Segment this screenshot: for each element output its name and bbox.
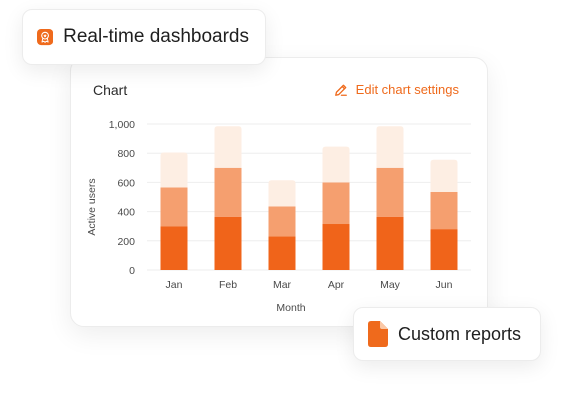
bar-segment (322, 182, 350, 225)
bar-segment (376, 167, 404, 217)
award-ribbon-icon (37, 28, 54, 46)
card-title: Chart (93, 82, 128, 98)
custom-reports-badge: Custom reports (353, 307, 541, 361)
x-tick-label: Apr (328, 279, 345, 291)
y-tick-label: 400 (117, 207, 135, 219)
bar-segment (268, 206, 296, 237)
x-tick-label: May (380, 279, 401, 291)
x-axis-title: Month (276, 302, 305, 314)
y-tick-label: 600 (117, 177, 135, 189)
pencil-icon (334, 84, 347, 96)
document-icon (368, 321, 388, 347)
x-tick-label: Jun (436, 279, 453, 291)
y-tick-label: 800 (117, 148, 135, 160)
y-axis-title: Active users (86, 178, 98, 235)
bar-segment (268, 180, 296, 207)
y-tick-label: 1,000 (109, 119, 135, 131)
bar-segment (214, 167, 242, 217)
bar-segment (322, 224, 350, 270)
realtime-dashboards-badge: Real-time dashboards (22, 9, 266, 65)
custom-reports-label: Custom reports (398, 323, 522, 344)
bar-segment (376, 126, 404, 168)
bar-segment (160, 226, 188, 270)
x-tick-label: Jan (166, 279, 183, 291)
chart-card: Chart Edit chart settings 0 200 400 600 800 1… (70, 57, 488, 327)
bar-segment (160, 152, 188, 188)
bar-segment (160, 187, 188, 227)
realtime-dashboards-label: Real-time dashboards (63, 26, 249, 47)
y-tick-label: 0 (129, 265, 135, 277)
edit-chart-settings-label: Edit chart settings (355, 82, 459, 97)
bar-segment (430, 229, 458, 270)
bar-segment (430, 191, 458, 230)
bar-segment (376, 216, 404, 270)
bar-segment (268, 236, 296, 270)
x-tick-label: Feb (219, 279, 237, 291)
y-tick-label: 200 (117, 236, 135, 248)
edit-chart-settings-link[interactable]: Edit chart settings (334, 82, 459, 97)
bar-segment (214, 126, 242, 168)
bar-segment (430, 159, 458, 192)
x-tick-label: Mar (273, 279, 292, 291)
bar-segment (214, 216, 242, 270)
bar-segment (322, 146, 350, 183)
bar-chart: 0 200 400 600 800 1,000 Jan Feb Mar Apr May Jun Mont… (86, 119, 471, 314)
